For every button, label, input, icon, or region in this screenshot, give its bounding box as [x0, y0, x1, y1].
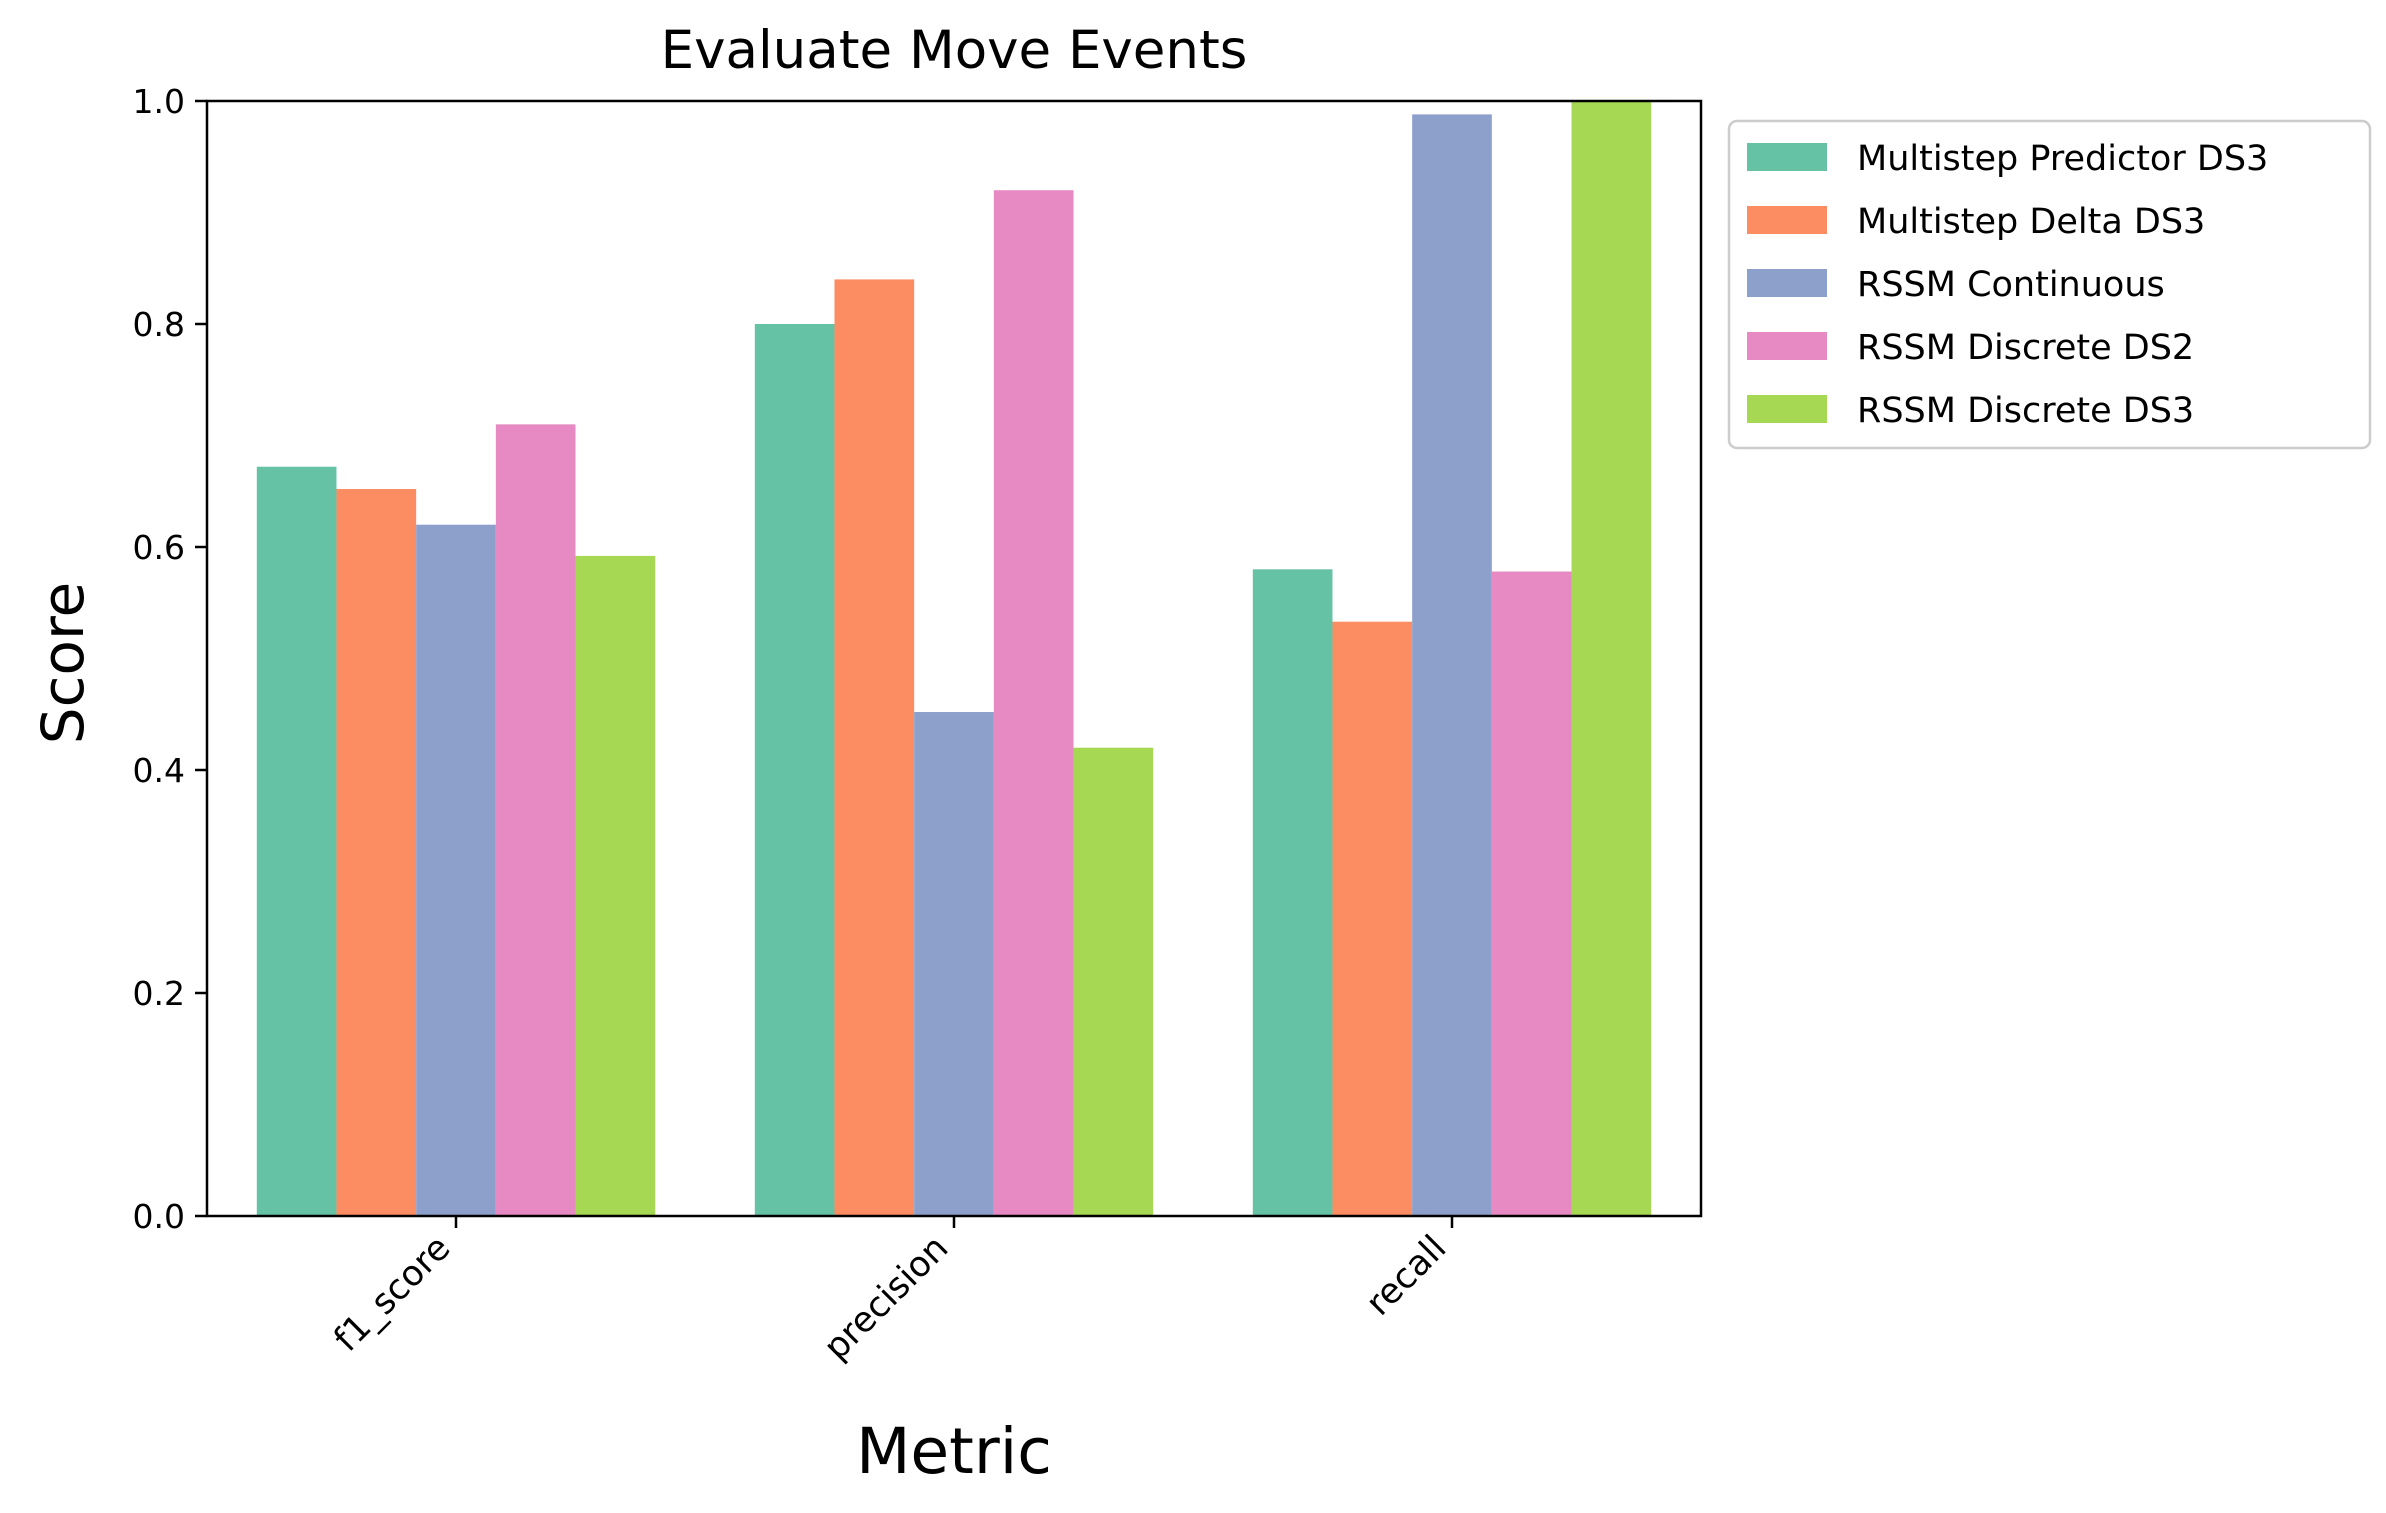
chart-title: Evaluate Move Events — [661, 20, 1248, 81]
bar-precision-4 — [993, 190, 1074, 1217]
x-tick-label-precision: precision — [816, 1228, 956, 1368]
x-axis-label: Metric — [856, 1415, 1052, 1488]
y-axis-label: Score — [29, 582, 97, 744]
y-tick-label: 0.4 — [133, 751, 185, 790]
x-ticks: f1_score precision recall — [327, 1216, 1455, 1368]
bar-precision-1 — [754, 324, 835, 1216]
bar-f1_score-1 — [256, 466, 337, 1217]
legend-label: Multistep Predictor DS3 — [1857, 139, 2268, 179]
y-tick-label: 0.0 — [133, 1197, 185, 1236]
legend-swatch — [1747, 395, 1827, 423]
plot-frame — [205, 99, 1703, 1218]
legend-frame — [1727, 119, 2372, 450]
bar-precision-2 — [834, 279, 915, 1216]
bar-precision-5 — [1073, 747, 1154, 1216]
bar-recall-5 — [1571, 101, 1652, 1216]
legend-label: RSSM Discrete DS3 — [1857, 391, 2194, 431]
legend-items: Multistep Predictor DS3 Multistep Delta D… — [1747, 139, 2268, 431]
y-tick-label: 0.6 — [133, 528, 185, 567]
legend-swatch — [1747, 332, 1827, 360]
legend-swatch — [1747, 269, 1827, 297]
legend-label: RSSM Continuous — [1857, 265, 2165, 305]
bar-precision-3 — [914, 712, 994, 1216]
legend-label: Multistep Delta DS3 — [1857, 202, 2205, 242]
bar-recall-4 — [1491, 571, 1572, 1216]
legend-label: RSSM Discrete DS2 — [1857, 328, 2194, 368]
bar-f1_score-2 — [336, 489, 417, 1216]
bar-f1_score-4 — [495, 424, 576, 1217]
bar-f1_score-5 — [575, 555, 656, 1216]
bar-f1_score-3 — [416, 524, 496, 1216]
bar-recall-2 — [1332, 621, 1413, 1216]
y-tick-label: 0.2 — [133, 974, 185, 1013]
bar-recall-3 — [1412, 114, 1492, 1216]
bar-recall-1 — [1252, 569, 1333, 1216]
legend-swatch — [1747, 206, 1827, 234]
x-tick-label-f1_score: f1_score — [327, 1228, 459, 1360]
y-tick-label: 0.8 — [133, 305, 185, 344]
x-tick-label-recall: recall — [1359, 1228, 1455, 1324]
legend-swatch — [1747, 143, 1827, 171]
y-ticks: 0.0 0.2 0.4 0.6 0.8 1.0 — [133, 82, 207, 1236]
y-tick-label: 1.0 — [133, 82, 185, 121]
legend: Multistep Predictor DS3 Multistep Delta D… — [1727, 119, 2372, 450]
bars-layer — [256, 101, 1652, 1217]
